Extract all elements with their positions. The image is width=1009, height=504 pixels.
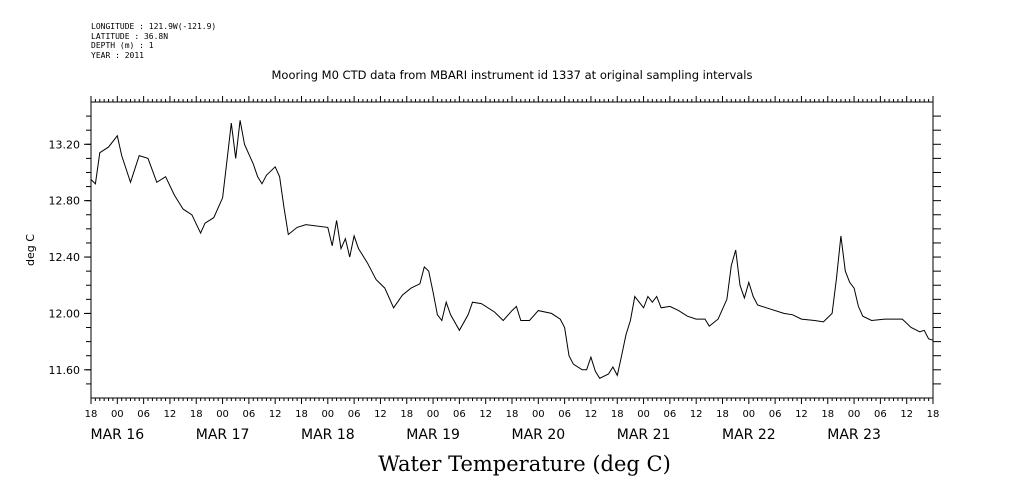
x-hour-tick-label: 12 <box>900 409 913 420</box>
x-day-label: MAR 17 <box>196 427 250 443</box>
x-day-label: MAR 22 <box>722 427 776 443</box>
x-hour-tick-label: 12 <box>479 409 492 420</box>
chart-title: Mooring M0 CTD data from MBARI instrumen… <box>271 68 753 82</box>
x-hour-tick-label: 12 <box>374 409 387 420</box>
x-hour-tick-label: 18 <box>190 409 203 420</box>
x-hour-tick-label: 12 <box>795 409 808 420</box>
meta-longitude: LONGITUDE : 121.9W(-121.9) <box>91 22 217 31</box>
y-tick-label: 12.40 <box>49 251 81 264</box>
metadata-block: LONGITUDE : 121.9W(-121.9) LATITUDE : 36… <box>91 22 216 60</box>
x-hour-tick-label: 00 <box>532 409 545 420</box>
x-hour-tick-label: 18 <box>927 409 940 420</box>
x-hour-tick-label: 12 <box>585 409 598 420</box>
x-day-label: MAR 20 <box>511 427 565 443</box>
x-day-label: MAR 18 <box>301 427 355 443</box>
x-hour-tick-label: 00 <box>742 409 755 420</box>
x-hour-tick-label: 06 <box>348 409 361 420</box>
plot-frame <box>90 101 934 399</box>
x-hour-tick-label: 00 <box>848 409 861 420</box>
x-day-label: MAR 21 <box>617 427 671 443</box>
x-hour-tick-label: 00 <box>637 409 650 420</box>
axis-ticks <box>84 96 941 404</box>
x-hour-tick-label: 06 <box>453 409 466 420</box>
x-hour-tick-label: 12 <box>690 409 703 420</box>
y-tick-label: 13.20 <box>49 138 81 151</box>
x-day-label: MAR 23 <box>827 427 881 443</box>
x-hour-tick-label: 18 <box>716 409 729 420</box>
x-hour-tick-label: 00 <box>111 409 124 420</box>
y-tick-label: 12.80 <box>49 195 81 208</box>
x-hour-tick-label: 06 <box>137 409 150 420</box>
y-tick-label: 12.00 <box>49 307 81 320</box>
x-hour-tick-label: 18 <box>611 409 624 420</box>
x-hour-tick-label: 18 <box>821 409 834 420</box>
x-hour-tick-label: 06 <box>664 409 677 420</box>
x-hour-tick-label: 00 <box>427 409 440 420</box>
x-hour-tick-label: 06 <box>874 409 887 420</box>
x-day-label: MAR 19 <box>406 427 460 443</box>
x-hour-tick-label: 18 <box>400 409 413 420</box>
x-day-label: MAR 16 <box>90 427 144 443</box>
x-hour-tick-label: 12 <box>164 409 177 420</box>
x-hour-tick-label: 06 <box>558 409 571 420</box>
x-axis-title: Water Temperature (deg C) <box>378 452 671 476</box>
meta-latitude: LATITUDE : 36.8N <box>91 31 169 41</box>
x-hour-tick-label: 06 <box>769 409 782 420</box>
temperature-series-line <box>90 120 934 379</box>
x-hour-tick-label: 12 <box>269 409 282 420</box>
x-hour-tick-label: 18 <box>506 409 519 420</box>
x-hour-tick-label: 18 <box>295 409 308 420</box>
meta-depth: DEPTH (m) : 1 <box>91 41 154 50</box>
x-hour-tick-label: 18 <box>85 409 98 420</box>
y-tick-label: 11.60 <box>49 364 81 377</box>
x-hour-tick-label: 00 <box>321 409 334 420</box>
axis-labels: 18 00 06 12 18 00 06 12 18 00 06 12 18 00 06 12 18 00 06 12… <box>49 138 940 443</box>
meta-year: YEAR : 2011 <box>91 50 144 60</box>
x-hour-tick-label: 06 <box>243 409 256 420</box>
y-axis-label: deg C <box>24 234 37 266</box>
x-hour-tick-label: 00 <box>216 409 229 420</box>
